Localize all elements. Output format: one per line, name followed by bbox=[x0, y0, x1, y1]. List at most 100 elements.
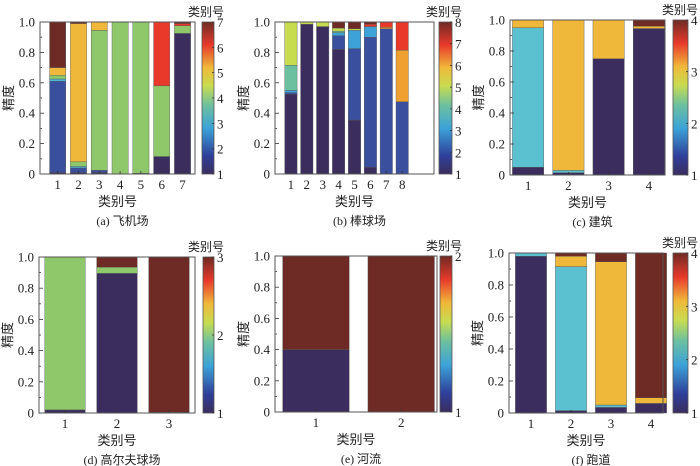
bar-1-class-3-segment bbox=[284, 90, 298, 93]
y-tick-label: 1.0 bbox=[488, 246, 504, 261]
axes-frame bbox=[508, 252, 664, 414]
bar-8-class-6-segment bbox=[395, 49, 409, 102]
bar-1-class-1-segment bbox=[515, 256, 547, 414]
bar-1-class-2-segment bbox=[284, 92, 298, 95]
bar-1-class-4-segment bbox=[49, 74, 66, 80]
x-axis-label: 类别号 bbox=[98, 194, 137, 209]
colorbar-tick-label: 3 bbox=[217, 250, 224, 265]
colorbar-title: 类别号 bbox=[188, 240, 224, 254]
bar-7-class-6-segment bbox=[174, 23, 191, 27]
colorbar-title: 类别号 bbox=[662, 3, 698, 17]
x-tick-label: 7 bbox=[179, 177, 186, 192]
y-tick-label: 0.8 bbox=[488, 278, 504, 293]
x-tick-label: 1 bbox=[54, 177, 61, 192]
bar-2-class-2-segment bbox=[96, 266, 138, 274]
bar-2-class-3-segment bbox=[555, 256, 587, 267]
bar-4-class-4-segment bbox=[111, 21, 129, 175]
bar-7-class-7-segment bbox=[379, 21, 393, 28]
x-axis-label: 类别号 bbox=[566, 433, 605, 448]
colorbar-tick-label: 6 bbox=[217, 40, 224, 55]
bar-1-class-5-segment bbox=[284, 21, 298, 66]
bar-7-class-6-segment bbox=[379, 27, 393, 30]
subplot-caption: (a) 飞机场 bbox=[96, 214, 148, 228]
y-tick-label: 1.0 bbox=[489, 13, 505, 28]
colorbar-tick-label: 2 bbox=[455, 145, 462, 160]
bar-4-class-2-segment bbox=[332, 35, 346, 50]
colorbar-title: 类别号 bbox=[188, 5, 224, 19]
y-tick-label: 0 bbox=[499, 168, 506, 183]
y-axis-label: 精度 bbox=[236, 85, 251, 111]
colorbar bbox=[672, 252, 689, 414]
colorbar-tick-label: 1 bbox=[455, 167, 462, 182]
x-tick-label: 1 bbox=[313, 415, 320, 430]
bar-3-class-1-segment bbox=[592, 58, 625, 176]
y-axis-label: 精度 bbox=[236, 321, 251, 347]
colorbar-tick-label: 6 bbox=[455, 58, 462, 73]
x-tick-label: 3 bbox=[608, 416, 615, 431]
y-tick-label: 0.8 bbox=[19, 45, 35, 60]
y-tick-label: 0.4 bbox=[488, 342, 505, 357]
y-tick-label: 0.2 bbox=[18, 374, 34, 389]
x-axis-label: 类别号 bbox=[336, 432, 375, 447]
bar-1-class-5-segment bbox=[49, 67, 66, 76]
bar-2-class-2-segment bbox=[367, 255, 435, 413]
bar-6-class-4-segment bbox=[153, 85, 171, 157]
x-tick-label: 2 bbox=[304, 177, 311, 192]
y-tick-label: 1.0 bbox=[19, 15, 35, 30]
bar-3-class-3-segment bbox=[595, 261, 627, 406]
colorbar-tick-label: 2 bbox=[691, 353, 698, 368]
colorbar-tick-label: 3 bbox=[691, 299, 698, 314]
x-tick-label: 5 bbox=[351, 177, 358, 192]
bar-1-class-2-segment bbox=[44, 256, 86, 411]
bar-2-class-5-segment bbox=[70, 23, 87, 163]
bar-4-class-3-segment bbox=[635, 397, 667, 404]
colorbar-tick-label: 5 bbox=[217, 66, 224, 81]
bar-3-class-4-segment bbox=[90, 30, 108, 171]
bar-3-class-5-segment bbox=[316, 21, 330, 27]
x-tick-label: 1 bbox=[62, 416, 69, 431]
colorbar-title: 类别号 bbox=[662, 236, 698, 250]
colorbar-tick-label: 7 bbox=[217, 15, 224, 30]
x-tick-label: 7 bbox=[383, 177, 390, 192]
y-tick-label: 0 bbox=[264, 405, 271, 420]
bar-7-class-2-segment bbox=[379, 28, 393, 175]
bar-6-class-7-segment bbox=[363, 24, 377, 27]
bar-5-class-5-segment bbox=[348, 28, 361, 31]
y-tick-label: 0 bbox=[28, 406, 35, 421]
y-axis-label: 精度 bbox=[1, 85, 16, 111]
colorbar-tick-label: 2 bbox=[455, 249, 462, 264]
bar-7-class-4-segment bbox=[174, 25, 191, 34]
bar-5-class-1-segment bbox=[348, 119, 361, 175]
bar-6-class-3-segment bbox=[363, 26, 377, 38]
colorbar-tick-label: 2 bbox=[217, 142, 224, 157]
y-tick-label: 0.2 bbox=[254, 373, 270, 388]
colorbar-tick-label: 4 bbox=[217, 91, 224, 106]
y-tick-label: 0.8 bbox=[18, 281, 34, 296]
y-tick-label: 0.4 bbox=[19, 106, 36, 121]
bar-7-class-1-segment bbox=[174, 33, 191, 175]
colorbar-title: 类别号 bbox=[426, 5, 462, 19]
x-tick-label: 3 bbox=[96, 177, 103, 192]
x-tick-label: 2 bbox=[75, 177, 82, 192]
x-tick-label: 5 bbox=[138, 177, 145, 192]
x-tick-label: 2 bbox=[398, 415, 405, 430]
x-axis-label: 类别号 bbox=[568, 195, 607, 210]
y-tick-label: 0.4 bbox=[254, 106, 271, 121]
bar-2-class-3-segment bbox=[96, 256, 138, 268]
colorbar-tick-label: 1 bbox=[217, 406, 224, 421]
bar-1-class-2-segment bbox=[49, 81, 66, 173]
bar-1-class-2-segment bbox=[282, 255, 350, 350]
y-tick-label: 1.0 bbox=[18, 250, 34, 265]
bar-5-class-8-segment bbox=[348, 21, 361, 30]
colorbar-tick-label: 4 bbox=[691, 13, 698, 28]
y-axis-label: 精度 bbox=[0, 322, 15, 348]
bar-2-class-3-segment bbox=[70, 166, 87, 169]
x-tick-label: 6 bbox=[367, 177, 374, 192]
subplot-caption: (c) 建筑 bbox=[572, 214, 612, 229]
subplot-caption: (e) 河流 bbox=[341, 452, 381, 466]
colorbar-tick-label: 3 bbox=[455, 124, 462, 139]
bar-1-class-4-segment bbox=[284, 65, 298, 91]
